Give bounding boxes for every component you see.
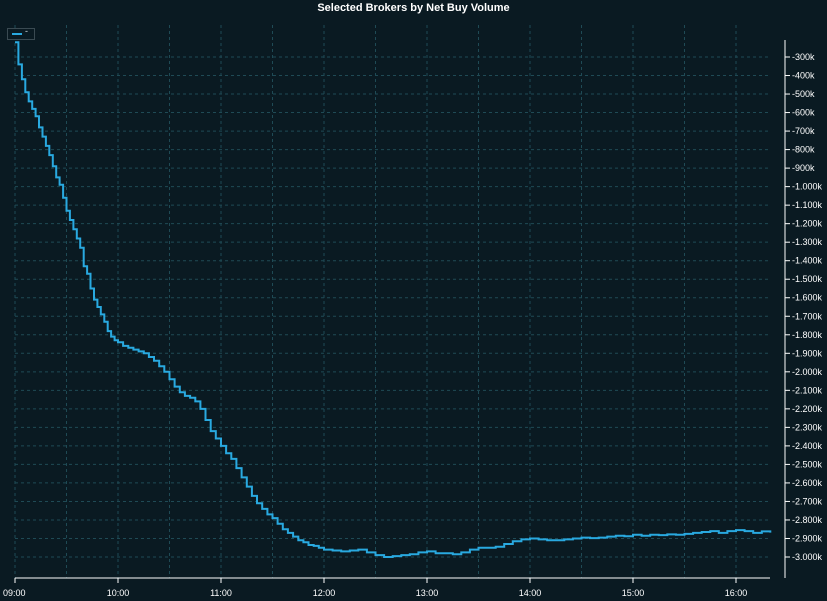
y-tick-label: -1.900k [792, 348, 823, 358]
y-tick-label: -1.500k [792, 274, 823, 284]
y-tick-label: -2.500k [792, 459, 823, 469]
x-tick-label: 09:00 [3, 588, 26, 598]
y-tick-label: -800k [792, 145, 815, 155]
y-tick-label: -2.100k [792, 385, 823, 395]
y-tick-label: -2.600k [792, 478, 823, 488]
y-tick-label: -2.000k [792, 367, 823, 377]
y-tick-label: -300k [792, 52, 815, 62]
x-axis-ticks: 09:00 10:00 11:00 12:00 13:00 14:00 15:00 16:00 [3, 578, 747, 598]
y-tick-label: -1.600k [792, 293, 823, 303]
y-tick-label: -700k [792, 126, 815, 136]
y-tick-label: -2.900k [792, 533, 823, 543]
legend-label: - [25, 26, 28, 36]
legend: - [7, 26, 35, 40]
y-tick-label: -1.300k [792, 237, 823, 247]
series-layer [15, 41, 772, 558]
x-tick-label: 13:00 [416, 588, 439, 598]
y-tick-label: -2.800k [792, 515, 823, 525]
y-tick-label: -500k [792, 89, 815, 99]
y-tick-label: -2.700k [792, 496, 823, 506]
y-tick-label: -1.100k [792, 200, 823, 210]
y-tick-label: -2.400k [792, 441, 823, 451]
chart-title: Selected Brokers by Net Buy Volume [317, 2, 510, 14]
x-tick-label: 10:00 [107, 588, 130, 598]
grid-lines [14, 25, 770, 578]
y-tick-label: -600k [792, 108, 815, 118]
y-tick-label: -1.000k [792, 182, 823, 192]
y-axis-ticks: -300k -400k -500k -600k -700k -800k -900k -1.00… [785, 52, 823, 562]
y-tick-label: -2.300k [792, 422, 823, 432]
y-tick-label: -400k [792, 71, 815, 81]
y-tick-label: -3.000k [792, 552, 823, 562]
y-tick-label: -1.800k [792, 330, 823, 340]
plot-area [15, 25, 770, 578]
y-tick-label: -1.200k [792, 219, 823, 229]
y-tick-label: -900k [792, 163, 815, 173]
y-tick-label: -1.400k [792, 256, 823, 266]
x-tick-label: 12:00 [313, 588, 336, 598]
legend-swatch [12, 33, 22, 35]
x-tick-label: 14:00 [519, 588, 542, 598]
y-tick-label: -1.700k [792, 311, 823, 321]
x-tick-label: 16:00 [725, 588, 748, 598]
series-line [15, 41, 772, 558]
y-tick-label: -2.200k [792, 404, 823, 414]
x-tick-label: 11:00 [210, 588, 232, 598]
x-tick-label: 15:00 [622, 588, 645, 598]
